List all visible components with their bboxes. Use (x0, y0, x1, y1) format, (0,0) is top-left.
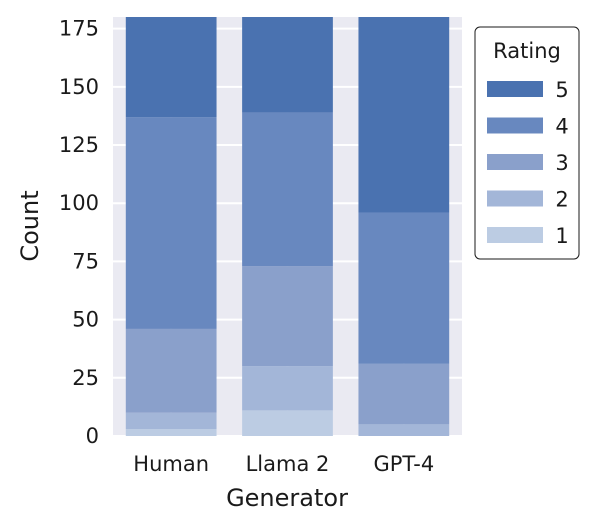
legend-title: Rating (493, 39, 561, 63)
legend-label: 2 (555, 188, 568, 212)
y-tick-label: 25 (72, 366, 99, 390)
legend-swatch (487, 227, 543, 243)
bar-segment (125, 17, 217, 118)
bar-segment (242, 266, 333, 367)
y-tick-label: 175 (59, 17, 99, 41)
x-axis-label: Generator (226, 484, 348, 512)
legend-label: 3 (555, 151, 568, 175)
bar-segment (125, 328, 217, 413)
y-tick-label: 0 (86, 424, 99, 448)
legend: Rating 5 4 3 2 1 (474, 26, 580, 260)
bar-segment (125, 429, 217, 436)
bar-segment (358, 363, 450, 425)
x-tick-label: GPT-4 (373, 452, 434, 476)
y-axis-label: Count (16, 190, 44, 261)
x-tick-label: Human (133, 452, 209, 476)
bar-segment (242, 112, 333, 267)
legend-swatch (487, 190, 543, 207)
y-tick-label: 75 (72, 249, 99, 273)
bar-segment (125, 412, 217, 430)
bar-segment (242, 17, 333, 113)
y-tick-label: 150 (59, 75, 99, 99)
legend-label: 1 (555, 224, 568, 248)
y-tick-label: 50 (72, 308, 99, 332)
legend-swatch (487, 117, 543, 134)
x-tick-label: Llama 2 (246, 452, 330, 476)
bar-segment (358, 17, 450, 213)
legend-items: 5 4 3 2 1 (487, 78, 569, 248)
y-tick-label: 100 (59, 191, 99, 215)
legend-label: 5 (555, 78, 568, 102)
bars (125, 17, 450, 436)
x-ticks: Human Llama 2 GPT-4 (133, 452, 434, 476)
bar-segment (125, 117, 217, 329)
bar-segment (242, 366, 333, 411)
bar-segment (358, 212, 450, 364)
legend-label: 4 (555, 115, 568, 139)
bar-segment (242, 410, 333, 436)
legend-swatch (487, 81, 543, 97)
y-ticks: 0 25 50 75 100 125 150 175 (59, 17, 99, 448)
y-tick-label: 125 (59, 133, 99, 157)
legend-swatch (487, 154, 543, 170)
bar-segment (358, 424, 450, 436)
